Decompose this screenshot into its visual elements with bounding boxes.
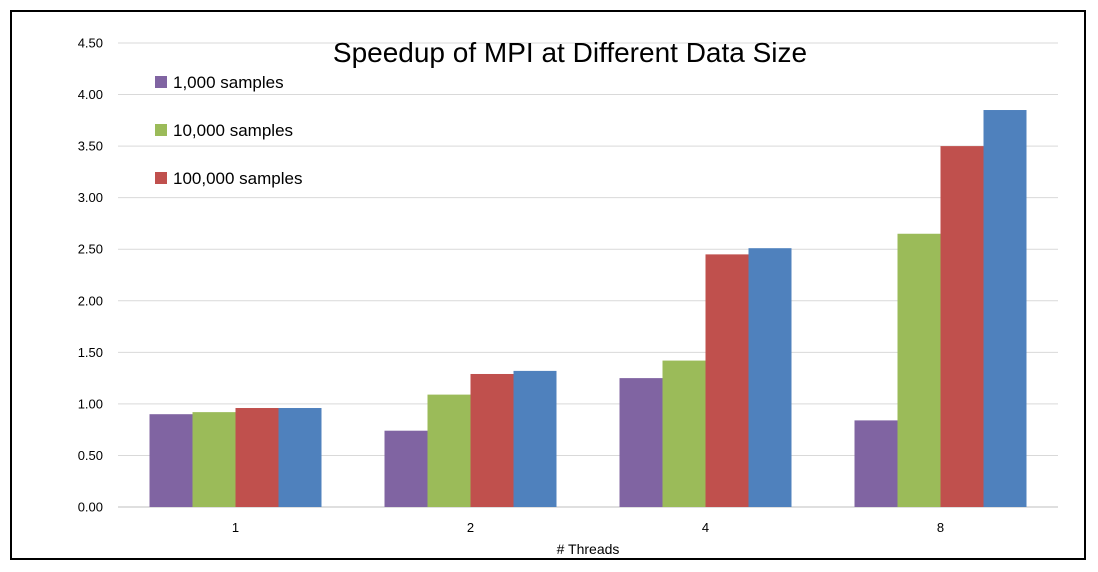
bar xyxy=(940,146,984,507)
y-tick-label: 0.50 xyxy=(78,448,103,463)
legend-label: 10,000 samples xyxy=(173,121,293,140)
x-tick-label: 2 xyxy=(467,520,474,535)
legend-swatch xyxy=(155,124,167,136)
chart-title: Speedup of MPI at Different Data Size xyxy=(333,37,807,68)
bar xyxy=(235,408,279,507)
y-tick-label: 4.00 xyxy=(78,87,103,102)
y-tick-label: 1.00 xyxy=(78,396,103,411)
y-axis-ticks: 0.00 0.50 1.00 1.50 2.00 2.50 3.00 3.50 4.00 4.50 xyxy=(78,36,103,515)
bar xyxy=(619,378,663,507)
y-tick-label: 2.50 xyxy=(78,242,103,257)
bar xyxy=(705,254,749,507)
y-tick-label: 3.50 xyxy=(78,139,103,154)
x-tick-label: 8 xyxy=(937,520,944,535)
x-axis-ticks: 1 2 4 8 xyxy=(232,520,944,535)
y-tick-label: 4.50 xyxy=(78,36,103,51)
bar xyxy=(748,248,792,508)
legend-swatch xyxy=(155,76,167,88)
x-tick-label: 4 xyxy=(702,520,709,535)
legend-label: 1,000 samples xyxy=(173,73,284,92)
bar xyxy=(662,360,706,507)
bar xyxy=(278,408,322,507)
bar xyxy=(192,412,236,507)
x-axis-title: # Threads xyxy=(557,541,620,557)
legend: 1,000 samples 10,000 samples 100,000 sampl… xyxy=(155,73,302,188)
bar xyxy=(854,420,898,507)
chart-frame xyxy=(10,10,1086,560)
legend-label: 100,000 samples xyxy=(173,169,302,188)
bars xyxy=(149,110,1027,508)
bar xyxy=(384,430,428,507)
y-tick-label: 2.00 xyxy=(78,293,103,308)
bar xyxy=(149,414,193,507)
legend-swatch xyxy=(155,172,167,184)
bar xyxy=(897,233,941,507)
y-tick-label: 3.00 xyxy=(78,190,103,205)
bar xyxy=(513,370,557,507)
y-tick-label: 0.00 xyxy=(78,500,103,515)
bar xyxy=(427,394,471,507)
x-tick-label: 1 xyxy=(232,520,239,535)
y-tick-label: 1.50 xyxy=(78,345,103,360)
bar xyxy=(470,373,514,507)
bar xyxy=(983,110,1027,508)
